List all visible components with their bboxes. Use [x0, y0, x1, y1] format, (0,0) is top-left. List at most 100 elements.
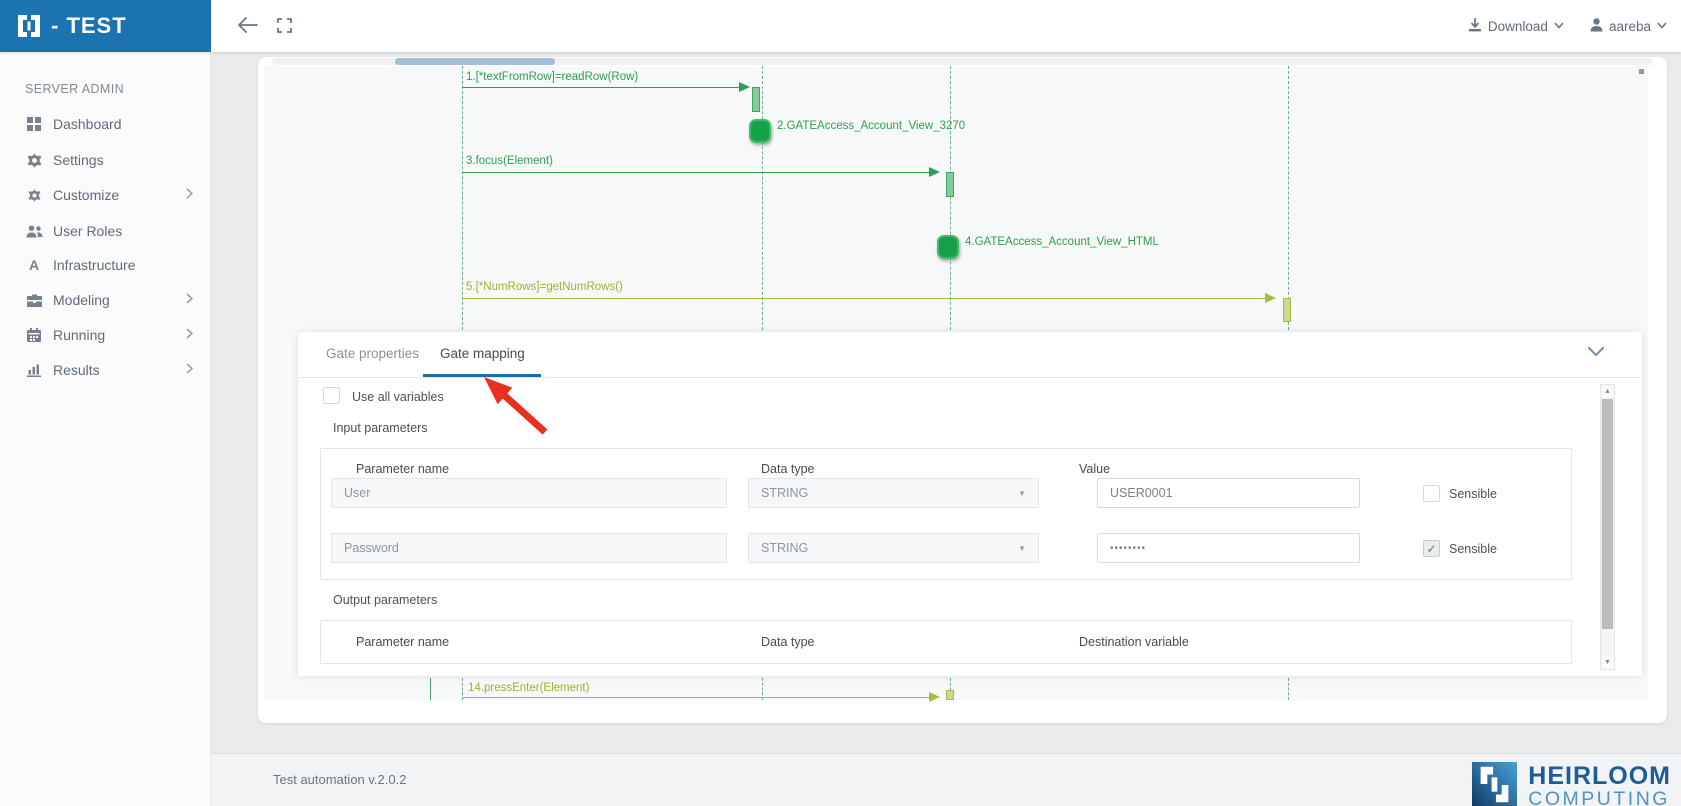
sensible-checkbox-checked[interactable]: ✓	[1423, 540, 1440, 557]
parameter-name-field[interactable]: User	[331, 478, 727, 508]
panel-vertical-scrollbar[interactable]: ▲ ▼	[1600, 384, 1615, 670]
back-icon[interactable]	[237, 16, 258, 39]
column-header-data-type: Data type	[761, 635, 815, 649]
scroll-down-button[interactable]: ▼	[1601, 656, 1614, 669]
value-input-password[interactable]: ••••••••	[1097, 533, 1360, 563]
output-parameters-label: Output parameters	[333, 593, 438, 607]
sidebar-item-results[interactable]: Results	[0, 353, 211, 387]
user-icon	[1590, 17, 1603, 35]
lifeline	[430, 678, 431, 700]
data-type-select[interactable]: STRING ▼	[748, 478, 1039, 508]
scroll-up-button[interactable]: ▲	[1601, 385, 1614, 398]
app-logo-icon	[16, 13, 42, 39]
value-input[interactable]: USER0001	[1097, 478, 1360, 508]
tab-gate-properties[interactable]: Gate properties	[326, 346, 420, 361]
gear-icon	[25, 152, 43, 168]
grid-icon	[25, 117, 43, 131]
sidebar-item-label: Results	[53, 362, 100, 378]
chevron-right-icon	[186, 291, 194, 309]
diagram-scroll-marker	[1639, 69, 1644, 74]
activation-bar	[1283, 298, 1291, 322]
app-logo[interactable]: - TEST	[0, 0, 211, 52]
column-header-parameter-name: Parameter name	[356, 462, 450, 476]
sensible-label: Sensible	[1449, 542, 1497, 556]
lifeline	[762, 678, 763, 700]
gate-node[interactable]	[749, 119, 771, 143]
brand-name: HEIRLOOM	[1528, 762, 1671, 790]
output-parameters-table: Parameter name Data type Destination var…	[320, 620, 1572, 664]
tab-gate-mapping[interactable]: Gate mapping	[440, 346, 525, 361]
column-header-destination-variable: Destination variable	[1079, 635, 1189, 649]
sidebar-item-label: User Roles	[53, 223, 123, 239]
data-type-value: STRING	[761, 541, 809, 555]
diagram-arrow	[462, 81, 750, 92]
sidebar-item-dashboard[interactable]: Dashboard	[0, 107, 211, 141]
diagram-step-label[interactable]: 3.focus(Element)	[466, 155, 553, 167]
lifeline	[462, 678, 463, 700]
tabs-divider	[298, 377, 1642, 378]
briefcase-icon	[25, 294, 43, 307]
lifeline	[950, 66, 951, 330]
use-all-variables-label: Use all variables	[352, 390, 444, 404]
sidebar-item-label: Modeling	[53, 292, 110, 308]
data-type-value: STRING	[761, 486, 809, 500]
chevron-right-icon	[186, 361, 194, 379]
gate-panel: Gate properties Gate mapping Use all var…	[298, 332, 1642, 676]
header: - TEST Download	[0, 0, 1681, 52]
diagram-arrow	[462, 166, 940, 177]
sidebar-item-customize[interactable]: Customize	[0, 178, 211, 212]
use-all-variables-checkbox[interactable]	[323, 387, 340, 404]
parameter-name-field[interactable]: Password	[331, 533, 727, 563]
sidebar: SERVER ADMIN Dashboard Settings Customiz…	[0, 52, 211, 806]
diagram-step-label[interactable]: 5.[*NumRows]=getNumRows()	[466, 281, 623, 293]
bar-chart-icon	[25, 364, 43, 377]
sidebar-item-modeling[interactable]: Modeling	[0, 283, 211, 317]
sidebar-item-settings[interactable]: Settings	[0, 143, 211, 177]
download-menu[interactable]: Download	[1468, 17, 1564, 35]
horizontal-scrollbar-thumb[interactable]	[395, 58, 555, 65]
brand-subtitle: COMPUTING	[1528, 788, 1670, 806]
app-title: - TEST	[51, 13, 127, 38]
sidebar-item-label: Dashboard	[53, 116, 122, 132]
diagram-arrow	[462, 292, 1276, 303]
data-type-select[interactable]: STRING ▼	[748, 533, 1039, 563]
user-name: aareba	[1608, 18, 1651, 34]
chevron-down-icon	[1657, 21, 1667, 31]
chevron-down-icon[interactable]	[1587, 344, 1605, 362]
chevron-right-icon	[186, 326, 194, 344]
fullscreen-icon[interactable]	[277, 18, 292, 38]
gate-node[interactable]	[937, 235, 959, 259]
diagram-step-label[interactable]: 2.GATEAccess_Account_View_3270	[777, 120, 966, 132]
sidebar-item-running[interactable]: Running	[0, 318, 211, 352]
lifeline	[462, 66, 463, 330]
diagram-step-label[interactable]: 1.[*textFromRow]=readRow(Row)	[466, 71, 639, 83]
activation-bar	[752, 87, 760, 112]
sidebar-item-user-roles[interactable]: User Roles	[0, 214, 211, 248]
heirloom-logo-icon	[1471, 762, 1518, 806]
select-caret-icon: ▼	[1018, 488, 1026, 498]
sitemap-icon: A	[28, 257, 40, 273]
diagram-step-label[interactable]: 14.pressEnter(Element)	[468, 682, 590, 694]
active-tab-underline	[423, 374, 541, 377]
sidebar-item-label: Running	[53, 327, 106, 343]
horizontal-scrollbar[interactable]	[272, 58, 1653, 65]
user-menu[interactable]: aareba	[1590, 17, 1667, 35]
column-header-data-type: Data type	[761, 462, 815, 476]
sidebar-item-label: Infrastructure	[53, 257, 136, 273]
lifeline	[950, 678, 951, 700]
sidebar-item-infrastructure[interactable]: A Infrastructure	[0, 248, 211, 282]
heirloom-brand: HEIRLOOM COMPUTING	[1471, 762, 1671, 806]
sensible-label: Sensible	[1449, 487, 1497, 501]
footer: Test automation v.2.0.2 HEIRLOOM	[211, 753, 1681, 806]
diagram-step-label[interactable]: 4.GATEAccess_Account_View_HTML	[965, 236, 1159, 248]
diagram-arrow	[462, 691, 940, 702]
chevron-down-icon	[1554, 21, 1564, 31]
sensible-checkbox[interactable]	[1423, 485, 1440, 502]
lifeline	[1288, 678, 1289, 700]
input-parameters-table: Parameter name Data type Value User STRI…	[320, 448, 1572, 580]
sidebar-item-label: Customize	[53, 187, 120, 203]
input-parameters-label: Input parameters	[333, 421, 428, 435]
vertical-scrollbar-thumb[interactable]	[1602, 399, 1613, 629]
download-icon	[1468, 17, 1482, 35]
